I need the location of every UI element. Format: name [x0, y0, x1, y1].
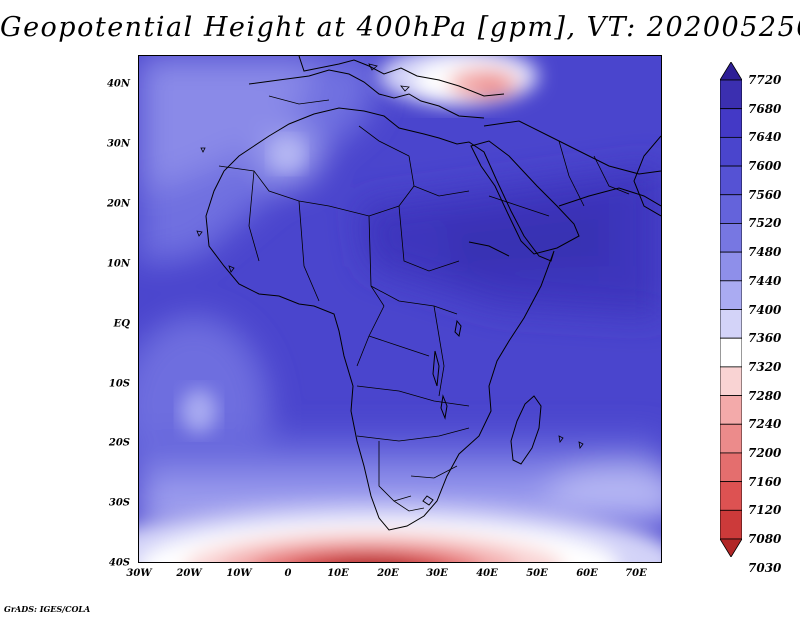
colorbar-label: 7200	[748, 445, 782, 460]
lat-label-30s: 30S	[108, 497, 130, 509]
lon-label-60e: 60E	[576, 568, 598, 579]
colorbar-segment	[720, 136, 742, 167]
lon-label-10w: 10W	[226, 568, 252, 579]
lat-label-10s: 10S	[108, 378, 130, 390]
colorbar-segment	[720, 108, 742, 138]
lon-label-50e: 50E	[526, 568, 548, 579]
lon-label-10e: 10E	[327, 568, 349, 579]
colorbar-cap-bottom	[720, 538, 742, 557]
coastlines	[205, 56, 661, 531]
lat-label-40n: 40N	[106, 78, 130, 90]
colorbar-label: 7640	[748, 130, 782, 145]
colorbar-label: 7160	[748, 474, 782, 489]
colorbar-segment	[720, 251, 742, 282]
grads-credit: GrADS: IGES/COLA	[4, 604, 91, 614]
colorbar	[720, 62, 742, 557]
lon-label-20w: 20W	[176, 568, 202, 579]
colorbar-label: 7720	[748, 73, 782, 87]
colorbar-segment	[720, 452, 742, 483]
colorbar-label: 7560	[748, 187, 782, 202]
colorbar-label: 7440	[748, 273, 782, 288]
colorbar-label: 7520	[748, 216, 782, 231]
lon-label-40e: 40E	[476, 568, 498, 579]
colorbar-segment	[720, 481, 742, 511]
colorbar-segment	[720, 337, 742, 368]
colorbar-label: 7680	[748, 101, 782, 116]
lat-label-20s: 20S	[108, 437, 130, 449]
lon-label-0: 0	[284, 568, 292, 579]
country-borders	[218, 95, 630, 512]
lat-label-20n: 20N	[106, 198, 130, 210]
lon-label-70e: 70E	[625, 568, 647, 579]
map-area	[138, 55, 662, 563]
colorbar-label: 7280	[748, 388, 782, 403]
colorbar-segment	[720, 280, 742, 310]
height-field	[139, 56, 661, 562]
colorbar-segment	[720, 395, 742, 425]
lon-label-30e: 30E	[426, 568, 448, 579]
colorbar-segment	[720, 223, 742, 253]
colorbar-label: 7400	[748, 302, 782, 317]
colorbar-label: 7120	[748, 503, 782, 518]
lat-label-40s: 40S	[108, 557, 130, 569]
colorbar-label: 7360	[748, 331, 782, 346]
lat-label-10n: 10N	[106, 258, 130, 270]
lon-label-20e: 20E	[377, 568, 399, 579]
map-title: Geopotential Height at 400hPa [gpm], VT:…	[0, 12, 800, 43]
colorbar-segment	[720, 309, 742, 339]
colorbar-label: 7080	[748, 532, 782, 546]
colorbar-segment	[720, 509, 742, 540]
lat-label-eq: EQ	[113, 318, 130, 330]
colorbar-segment	[720, 165, 742, 196]
colorbar-cap-top	[720, 62, 742, 81]
islands	[196, 63, 584, 449]
colorbar-segment	[720, 79, 742, 110]
colorbar-label: 7030	[748, 560, 782, 575]
colorbar-label: 7320	[748, 359, 782, 374]
colorbar-label: 7240	[748, 417, 782, 432]
colorbar-segment	[720, 423, 742, 454]
colorbar-segment	[720, 194, 742, 224]
colorbar-label: 7600	[748, 159, 782, 174]
colorbar-segment	[720, 366, 742, 396]
colorbar-label: 7480	[748, 245, 782, 260]
lat-label-30n: 30N	[106, 138, 130, 150]
lon-label-30w: 30W	[126, 568, 152, 579]
